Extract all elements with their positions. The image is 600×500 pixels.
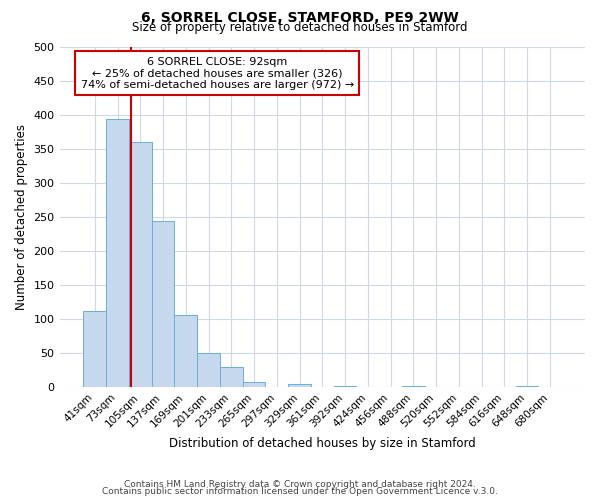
Bar xyxy=(83,310,106,387)
Bar xyxy=(106,118,129,387)
Text: Contains HM Land Registry data © Crown copyright and database right 2024.: Contains HM Land Registry data © Crown c… xyxy=(124,480,476,489)
Bar xyxy=(515,386,538,387)
Bar xyxy=(334,386,356,387)
Text: 6, SORREL CLOSE, STAMFORD, PE9 2WW: 6, SORREL CLOSE, STAMFORD, PE9 2WW xyxy=(141,12,459,26)
X-axis label: Distribution of detached houses by size in Stamford: Distribution of detached houses by size … xyxy=(169,437,476,450)
Bar xyxy=(129,142,152,387)
Bar xyxy=(288,384,311,387)
Text: Contains public sector information licensed under the Open Government Licence v.: Contains public sector information licen… xyxy=(102,487,498,496)
Y-axis label: Number of detached properties: Number of detached properties xyxy=(15,124,28,310)
Bar xyxy=(152,222,175,387)
Bar xyxy=(175,316,197,387)
Bar xyxy=(402,386,425,387)
Bar xyxy=(197,353,220,387)
Text: 6 SORREL CLOSE: 92sqm
← 25% of detached houses are smaller (326)
74% of semi-det: 6 SORREL CLOSE: 92sqm ← 25% of detached … xyxy=(80,56,354,90)
Bar xyxy=(220,366,242,387)
Bar xyxy=(242,382,265,387)
Text: Size of property relative to detached houses in Stamford: Size of property relative to detached ho… xyxy=(132,22,468,35)
